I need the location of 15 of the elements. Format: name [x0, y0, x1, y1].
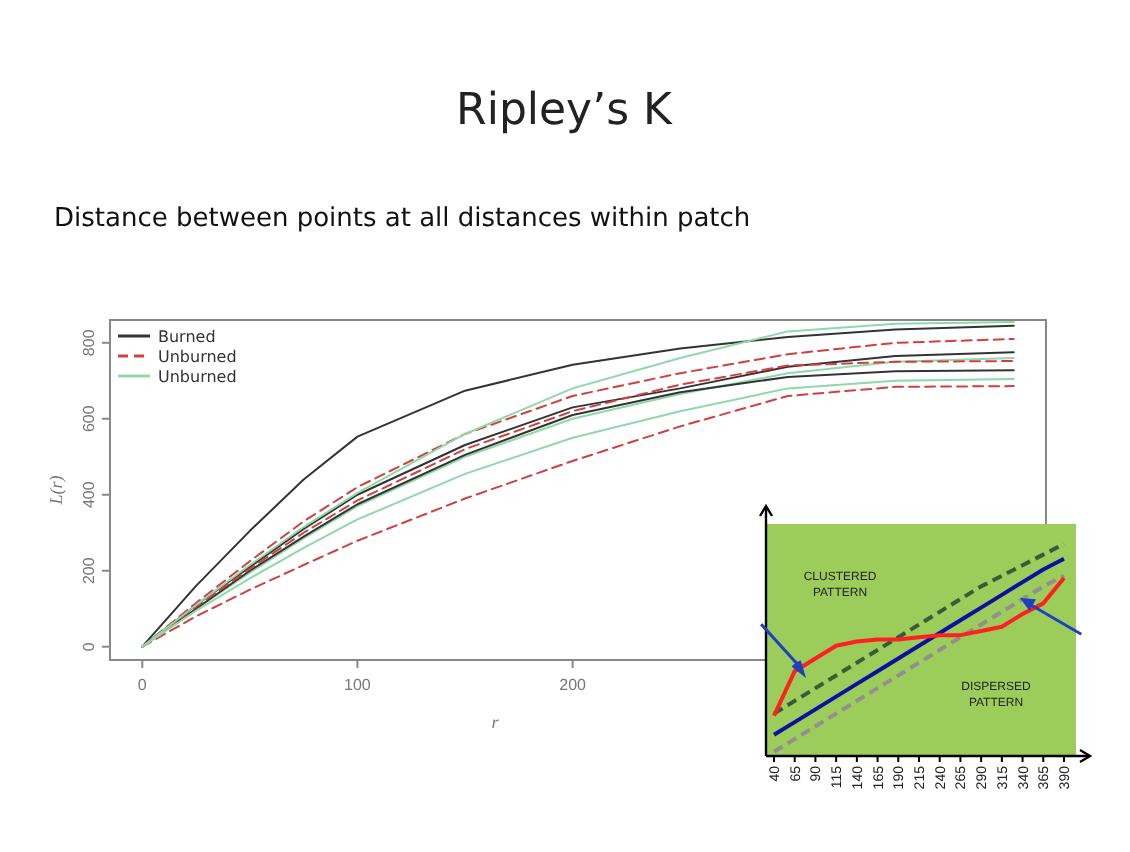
legend-label: Burned	[158, 328, 216, 346]
y-tick-label: 200	[80, 556, 98, 585]
y-tick-label: 400	[80, 480, 98, 509]
x-axis-title: r	[491, 712, 500, 732]
y-tick-label: 0	[80, 641, 98, 652]
y-tick-label: 800	[80, 328, 98, 357]
legend-label: Unburned	[158, 368, 237, 386]
legend-label: Unburned	[158, 348, 237, 366]
y-axis-title: L(r)	[46, 475, 66, 507]
x-tick-label: 0	[137, 676, 148, 694]
chart-title: Ripley’s K	[456, 86, 674, 136]
x-tick-label: 200	[559, 676, 588, 694]
x-tick-label: 100	[344, 676, 372, 694]
y-tick-label: 600	[80, 404, 98, 433]
chart-subtitle: Distance between points at all distances within patch	[54, 204, 751, 234]
